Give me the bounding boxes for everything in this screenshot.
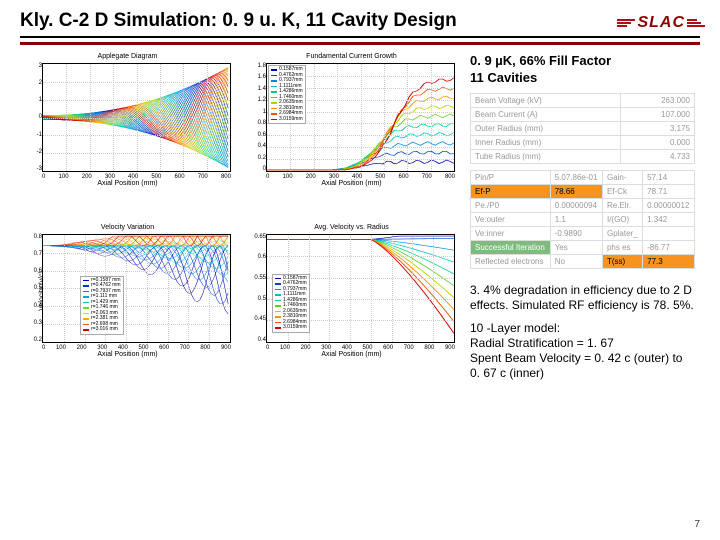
subheader-line1: 0. 9 µK, 66% Fill Factor [470,53,611,68]
logo-bars-left [617,19,635,27]
content-area: Applegate DiagramPhase AdvanceAxial Posi… [20,53,700,389]
red-underline [20,42,700,45]
logo: SLAC [617,14,705,32]
logo-text: SLAC [637,14,685,32]
page-number: 7 [694,519,700,530]
note-1: 3. 4% degradation in efficiency due to 2… [470,283,695,313]
title-bar: Kly. C-2 D Simulation: 0. 9 u. K, 11 Cav… [20,10,700,38]
chart-phase: Applegate DiagramPhase AdvanceAxial Posi… [20,53,235,188]
notes: 3. 4% degradation in efficiency due to 2… [470,283,695,389]
charts-column: Applegate DiagramPhase AdvanceAxial Posi… [20,53,460,389]
logo-bars-right [687,19,705,27]
chart-velocity: Velocity VariationVelocity (v/c)Axial Po… [20,224,235,359]
param-table-2: Pin/P5.07.86e-01Gain-57.14Ef-P78.66Ef-Ck… [470,170,695,269]
chart-current: Fundamental Current GrowthNormalized Cur… [244,53,459,188]
param-table-1: Beam Voltage (kV)263.000Beam Current (A)… [470,93,695,164]
subheader: 0. 9 µK, 66% Fill Factor 11 Cavities [470,53,695,87]
chart-avg-velocity: Avg. Velocity vs. RadiusAxial Position (… [244,224,459,359]
right-column: 0. 9 µK, 66% Fill Factor 11 Cavities Bea… [470,53,695,389]
slide-title: Kly. C-2 D Simulation: 0. 9 u. K, 11 Cav… [20,10,457,32]
subheader-line2: 11 Cavities [470,70,537,85]
slide: Kly. C-2 D Simulation: 0. 9 u. K, 11 Cav… [0,0,720,540]
note-2: 10 -Layer model: Radial Stratification =… [470,321,695,381]
